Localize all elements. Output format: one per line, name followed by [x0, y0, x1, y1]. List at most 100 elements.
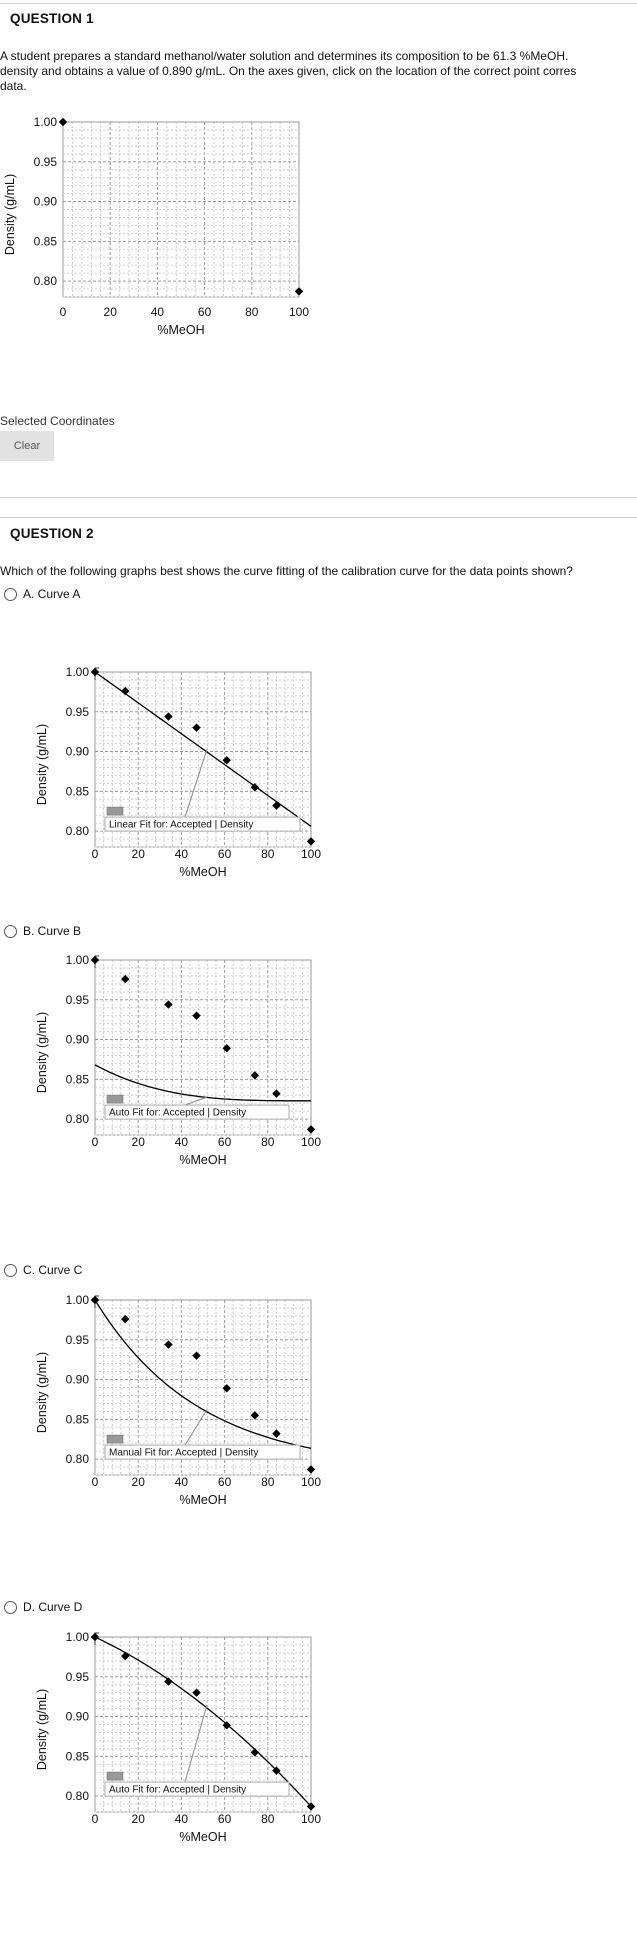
fit-label-leader	[184, 1704, 208, 1783]
x-axis-title: %MeOH	[179, 865, 226, 879]
curve-d-chart: 0.80 0.85 0.90 0.95 1.00 0 20 40 60 80 100 %MeOH Den…	[35, 1630, 321, 1844]
y-tick-label: 0.95	[66, 1670, 90, 1684]
x-tick-label: 20	[132, 1135, 146, 1149]
x-tick-label: 40	[151, 305, 165, 319]
question-1-text-line-3: data.	[0, 79, 27, 93]
data-point	[294, 287, 304, 296]
y-tick-label: 0.90	[66, 1710, 90, 1724]
y-tick-label: 0.85	[34, 234, 58, 248]
data-point	[272, 801, 281, 810]
data-point	[58, 117, 68, 127]
data-point	[272, 1766, 281, 1775]
x-tick-label: 100	[301, 847, 321, 861]
radio-d[interactable]	[4, 1600, 17, 1614]
y-tick-label: 1.00	[66, 1630, 90, 1644]
x-tick-label: 0	[60, 305, 67, 319]
x-tick-label: 60	[198, 305, 212, 319]
x-tick-label: 60	[218, 1135, 232, 1149]
y-tick-label: 0.95	[66, 1333, 90, 1347]
x-tick-label: 20	[132, 1812, 146, 1826]
y-tick-label: 0.80	[34, 274, 58, 288]
fit-label-leader	[184, 1096, 208, 1106]
data-point	[90, 955, 100, 965]
curve-c-chart: 0.80 0.85 0.90 0.95 1.00 0 20 40 60 80 100 %MeOH Den…	[35, 1293, 321, 1507]
y-axis-title: Density (g/mL)	[35, 1012, 49, 1093]
y-tick-label: 0.90	[66, 1373, 90, 1387]
fit-label-box	[104, 816, 301, 832]
x-tick-label: 100	[301, 1475, 321, 1489]
fit-label-icon	[106, 1771, 124, 1781]
x-axis-title: %MeOH	[179, 1830, 226, 1844]
y-tick-label: 0.95	[34, 155, 58, 169]
x-tick-label: 40	[175, 847, 189, 861]
q1-clickable-chart[interactable]: 0.80 0.85 0.90 0.95 1.00 0 20 40 60 80 100 %MeOH Den…	[0, 112, 400, 402]
fit-label-box	[104, 1104, 290, 1120]
y-tick-label: 1.00	[66, 665, 90, 679]
question-1-text-line-2: density and obtains a value of 0.890 g/m…	[0, 64, 577, 78]
fit-label-text: Manual Fit for: Accepted | Density	[109, 1448, 258, 1459]
y-tick-label: 0.85	[66, 1412, 90, 1426]
option-a[interactable]: A. Curve A	[4, 587, 80, 601]
option-c-label: C. Curve C	[23, 1263, 83, 1277]
fit-label-icon	[106, 1094, 124, 1104]
x-tick-label: 80	[261, 847, 275, 861]
option-c[interactable]: C. Curve C	[4, 1263, 82, 1277]
radio-a[interactable]	[4, 587, 17, 601]
fit-label-leader	[184, 749, 208, 818]
x-tick-label: 60	[218, 1475, 232, 1489]
fit-curve	[94, 671, 312, 827]
question-1-text-line-1: A student prepares a standard methanol/w…	[0, 49, 569, 63]
fit-label-box	[104, 1444, 301, 1460]
fit-label-icon	[106, 1434, 124, 1444]
x-axis-title: %MeOH	[157, 323, 204, 337]
option-b-label: B. Curve B	[23, 924, 82, 938]
radio-b[interactable]	[4, 924, 17, 938]
fit-label-icon	[106, 806, 124, 816]
clear-button[interactable]: Clear	[0, 431, 54, 461]
option-b[interactable]: B. Curve B	[4, 924, 81, 938]
fit-curve	[94, 1064, 311, 1102]
y-tick-label: 0.95	[66, 993, 90, 1007]
y-tick-label: 1.00	[34, 115, 58, 129]
x-tick-label: 20	[132, 1475, 146, 1489]
option-a-label: A. Curve A	[23, 587, 81, 601]
x-tick-label: 60	[218, 847, 232, 861]
data-point	[90, 667, 100, 677]
y-tick-label: 0.90	[66, 1033, 90, 1047]
radio-c[interactable]	[4, 1263, 17, 1277]
y-tick-label: 0.80	[66, 1112, 90, 1126]
y-axis-title: Density (g/mL)	[35, 1352, 49, 1433]
x-tick-label: 20	[104, 305, 118, 319]
x-tick-label: 20	[132, 847, 146, 861]
y-tick-label: 0.85	[66, 1749, 90, 1763]
fit-label-text: Auto Fit for: Accepted | Density	[109, 1108, 246, 1119]
x-tick-label: 80	[261, 1135, 275, 1149]
fit-label-leader	[184, 1409, 208, 1446]
fit-label-text: Auto Fit for: Accepted | Density	[109, 1785, 246, 1796]
fit-curve	[94, 1299, 312, 1449]
option-d[interactable]: D. Curve D	[4, 1600, 82, 1614]
curve-a-chart: 0.80 0.85 0.90 0.95 1.00 0 20 40 60 80 100 %MeOH Den…	[35, 665, 321, 879]
x-tick-label: 80	[245, 305, 259, 319]
y-tick-label: 0.90	[66, 745, 90, 759]
y-tick-label: 1.00	[66, 953, 90, 967]
y-tick-label: 0.80	[66, 1789, 90, 1803]
x-tick-label: 40	[175, 1135, 189, 1149]
x-tick-label: 60	[218, 1812, 232, 1826]
y-axis-title: Density (g/mL)	[3, 174, 17, 255]
data-point	[272, 1089, 281, 1098]
x-tick-label: 40	[175, 1475, 189, 1489]
y-tick-label: 0.80	[66, 824, 90, 838]
option-d-label: D. Curve D	[23, 1600, 83, 1614]
x-tick-label: 80	[261, 1812, 275, 1826]
data-point	[90, 1632, 100, 1642]
y-tick-label: 0.90	[34, 195, 58, 209]
x-tick-label: 0	[92, 847, 99, 861]
divider	[0, 497, 637, 498]
y-axis-title: Density (g/mL)	[35, 724, 49, 805]
x-tick-label: 0	[92, 1475, 99, 1489]
curve-b-chart: 0.80 0.85 0.90 0.95 1.00 0 20 40 60 80 100 %MeOH Den…	[35, 953, 321, 1167]
fit-label-text: Linear Fit for: Accepted | Density	[109, 820, 253, 831]
x-tick-label: 40	[175, 1812, 189, 1826]
x-tick-label: 0	[92, 1135, 99, 1149]
